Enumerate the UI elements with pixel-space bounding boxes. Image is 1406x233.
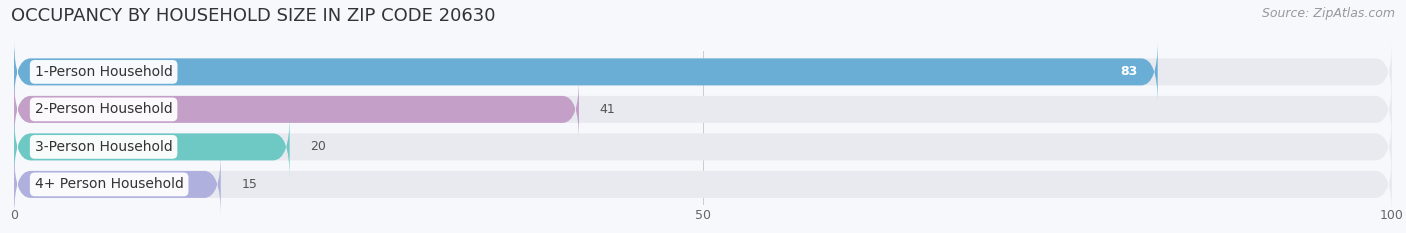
FancyBboxPatch shape bbox=[14, 115, 1392, 178]
Text: 2-Person Household: 2-Person Household bbox=[35, 102, 173, 116]
Text: 41: 41 bbox=[599, 103, 616, 116]
FancyBboxPatch shape bbox=[14, 40, 1392, 103]
Text: 83: 83 bbox=[1119, 65, 1137, 78]
Text: 20: 20 bbox=[311, 140, 326, 153]
Text: 15: 15 bbox=[242, 178, 257, 191]
FancyBboxPatch shape bbox=[14, 115, 290, 178]
Text: Source: ZipAtlas.com: Source: ZipAtlas.com bbox=[1261, 7, 1395, 20]
FancyBboxPatch shape bbox=[14, 153, 1392, 216]
FancyBboxPatch shape bbox=[14, 78, 1392, 141]
Text: 3-Person Household: 3-Person Household bbox=[35, 140, 173, 154]
Text: 1-Person Household: 1-Person Household bbox=[35, 65, 173, 79]
Text: OCCUPANCY BY HOUSEHOLD SIZE IN ZIP CODE 20630: OCCUPANCY BY HOUSEHOLD SIZE IN ZIP CODE … bbox=[11, 7, 496, 25]
FancyBboxPatch shape bbox=[14, 40, 1157, 103]
FancyBboxPatch shape bbox=[14, 78, 579, 141]
Text: 4+ Person Household: 4+ Person Household bbox=[35, 177, 184, 192]
FancyBboxPatch shape bbox=[14, 153, 221, 216]
